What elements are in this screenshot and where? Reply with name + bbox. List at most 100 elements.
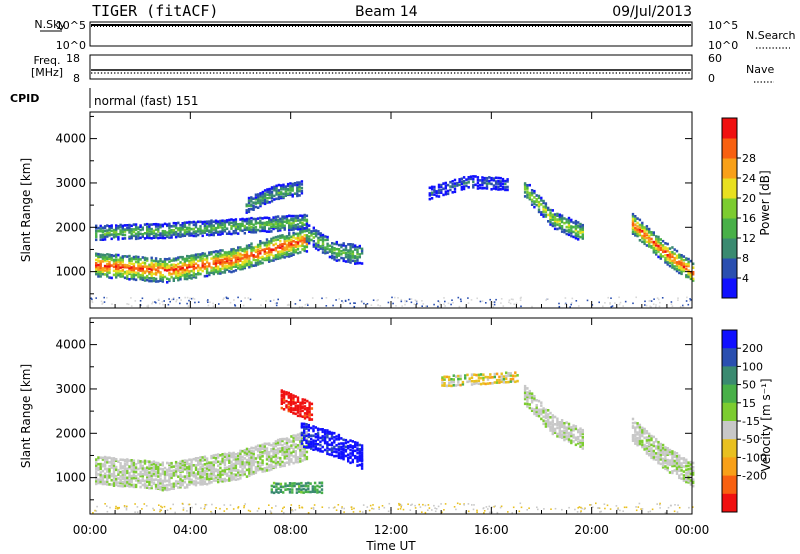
- range-cell: [464, 374, 467, 377]
- range-cell: [146, 305, 148, 308]
- range-cell: [648, 242, 651, 246]
- range-cell: [248, 224, 251, 227]
- range-cell: [172, 279, 175, 282]
- range-cell: [228, 454, 231, 457]
- range-cell: [234, 478, 238, 481]
- range-cell: [292, 434, 295, 437]
- range-cell: [474, 175, 477, 178]
- range-cell: [316, 491, 319, 494]
- range-cell: [618, 303, 621, 306]
- range-cell: [319, 447, 322, 451]
- range-cell: [499, 176, 502, 180]
- range-cell: [505, 377, 508, 380]
- range-cell: [266, 200, 269, 203]
- range-cell: [641, 234, 644, 238]
- range-cell: [205, 457, 209, 460]
- range-cell: [245, 452, 249, 456]
- range-cell: [139, 276, 142, 279]
- range-cell: [103, 458, 107, 461]
- range-cell: [232, 254, 235, 257]
- range-cell: [643, 242, 646, 246]
- range-cell: [197, 271, 200, 274]
- range-cell: [201, 259, 204, 263]
- range-cell: [95, 462, 98, 465]
- range-cell: [261, 197, 264, 201]
- range-cell: [614, 302, 616, 304]
- range-cell: [254, 457, 258, 460]
- range-cell: [99, 268, 102, 271]
- range-cell: [245, 211, 248, 214]
- range-cell: [234, 265, 238, 268]
- range-cell: [128, 226, 131, 229]
- range-cell: [95, 466, 98, 469]
- range-cell: [263, 252, 266, 255]
- range-cell: [150, 276, 153, 280]
- range-cell: [506, 185, 509, 189]
- range-cell: [314, 242, 318, 246]
- range-cell: [148, 474, 151, 477]
- range-cell: [228, 459, 231, 462]
- range-cell: [128, 231, 131, 234]
- range-cell: [217, 230, 220, 234]
- range-cell: [337, 445, 341, 449]
- range-cell: [141, 475, 144, 478]
- range-cell: [181, 228, 184, 231]
- range-cell: [128, 485, 131, 488]
- range-cell: [462, 176, 466, 179]
- range-cell: [241, 263, 244, 266]
- range-cell: [655, 440, 658, 443]
- range-cell: [103, 474, 107, 478]
- range-cell: [567, 425, 571, 428]
- range-cell: [108, 262, 111, 266]
- range-cell: [152, 301, 154, 303]
- range-cell: [228, 457, 231, 460]
- range-cell: [638, 223, 642, 227]
- range-cell: [347, 258, 350, 261]
- range-cell: [276, 229, 280, 233]
- range-cell: [647, 511, 650, 513]
- range-cell: [148, 230, 151, 233]
- range-cell: [112, 462, 116, 465]
- range-cell: [161, 232, 164, 236]
- range-cell: [259, 216, 262, 220]
- range-cell: [298, 507, 301, 509]
- range-cell: [530, 193, 534, 197]
- range-cell: [292, 224, 295, 227]
- range-cell: [556, 220, 559, 224]
- range-cell: [643, 443, 646, 447]
- range-cell: [243, 505, 246, 507]
- range-cell: [210, 472, 213, 475]
- range-cell: [326, 452, 329, 456]
- range-cell: [657, 451, 660, 455]
- range-cell: [528, 403, 531, 406]
- range-cell: [252, 208, 255, 211]
- range-cell: [243, 231, 246, 235]
- range-cell: [239, 264, 242, 267]
- range-cell: [106, 483, 109, 486]
- range-cell: [174, 235, 178, 239]
- range-cell: [150, 272, 153, 275]
- range-cell: [319, 235, 322, 239]
- range-cell: [565, 229, 568, 232]
- range-cell: [551, 423, 554, 427]
- range-cell: [172, 259, 175, 262]
- range-cell: [341, 507, 343, 510]
- range-cell: [192, 258, 195, 261]
- range-cell: [197, 481, 200, 485]
- range-cell: [252, 223, 255, 227]
- range-cell: [123, 237, 127, 240]
- range-cell: [692, 506, 694, 508]
- range-cell: [139, 464, 142, 468]
- range-cell: [269, 510, 272, 512]
- range-cell: [335, 438, 338, 441]
- range-cell: [97, 268, 100, 271]
- range-cell: [252, 452, 255, 456]
- range-cell: [192, 256, 195, 259]
- range-cell: [305, 234, 309, 237]
- range-cell: [296, 400, 300, 403]
- range-cell: [648, 443, 651, 447]
- range-cell: [659, 255, 662, 258]
- range-cell: [505, 371, 508, 375]
- range-cell: [581, 223, 584, 227]
- range-cell: [666, 258, 669, 261]
